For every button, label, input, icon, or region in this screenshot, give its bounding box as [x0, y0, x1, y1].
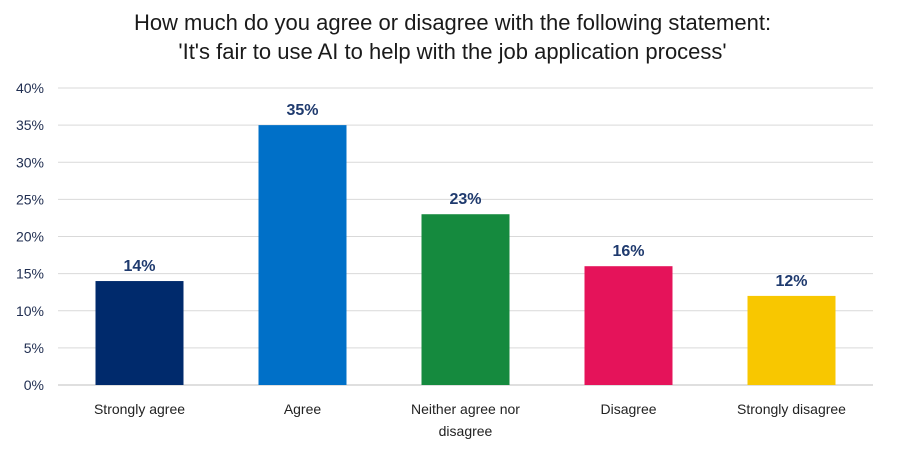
data-label: 23% — [449, 191, 481, 208]
bar-3 — [421, 214, 510, 385]
chart-title-line-2: 'It's fair to use AI to help with the jo… — [178, 39, 727, 64]
y-tick-label: 10% — [16, 303, 44, 319]
x-tick-label: Strongly disagree — [737, 401, 846, 417]
bar-5 — [747, 295, 836, 385]
x-tick-label: Strongly agree — [94, 401, 185, 417]
chart-title: How much do you agree or disagree with t… — [0, 8, 905, 66]
y-tick-label: 35% — [16, 117, 44, 133]
data-label: 12% — [775, 273, 807, 290]
y-tick-label: 20% — [16, 229, 44, 245]
y-tick-label: 30% — [16, 154, 44, 170]
y-tick-label: 5% — [24, 340, 44, 356]
data-label: 14% — [123, 258, 155, 275]
x-tick-label: disagree — [439, 423, 493, 439]
x-tick-label: Neither agree nor — [411, 401, 520, 417]
x-tick-label: Agree — [284, 401, 322, 417]
bar-1 — [95, 281, 184, 385]
bar-2 — [258, 125, 347, 385]
y-tick-label: 0% — [24, 377, 44, 393]
data-label: 35% — [286, 102, 318, 119]
y-tick-label: 15% — [16, 266, 44, 282]
data-label: 16% — [612, 243, 644, 260]
y-tick-label: 40% — [16, 80, 44, 96]
y-tick-label: 25% — [16, 191, 44, 207]
chart-title-line-1: How much do you agree or disagree with t… — [133, 10, 772, 35]
bar-4 — [584, 266, 673, 385]
x-tick-label: Disagree — [600, 401, 656, 417]
